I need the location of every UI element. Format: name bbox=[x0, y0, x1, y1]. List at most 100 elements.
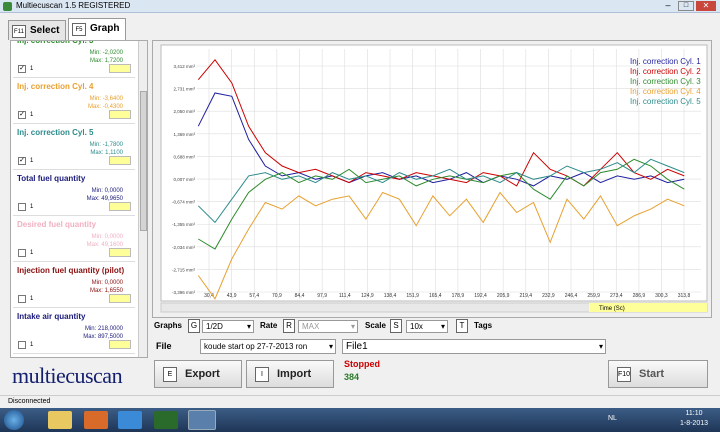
button[interactable]: I Import bbox=[246, 360, 334, 388]
scroll-thumb[interactable] bbox=[140, 91, 147, 231]
button[interactable]: E Export bbox=[154, 360, 242, 388]
parameter-value: 1 bbox=[30, 204, 34, 210]
checkbox[interactable] bbox=[18, 249, 26, 257]
checkbox[interactable] bbox=[18, 295, 26, 303]
y-tick-label: -3,396 mm³ bbox=[172, 290, 196, 295]
taskbar-explorer[interactable] bbox=[48, 411, 72, 429]
checkbox[interactable] bbox=[18, 341, 26, 349]
button-label: Start bbox=[639, 368, 665, 380]
x-tick-label: 84,4 bbox=[295, 293, 305, 299]
taskbar-multiecuscan[interactable] bbox=[188, 410, 216, 430]
x-tick-label: 300,3 bbox=[655, 293, 668, 299]
button-key: E bbox=[163, 367, 177, 382]
data-line bbox=[197, 191, 685, 300]
axis-label-box bbox=[589, 303, 707, 312]
start-orb[interactable] bbox=[4, 410, 24, 430]
rate-dropdown[interactable]: MAX bbox=[298, 320, 358, 333]
parameter-name: Inj. correction Cyl. 3 bbox=[17, 40, 94, 45]
connection-status: Disconnected bbox=[8, 398, 51, 405]
close-button[interactable]: ✕ bbox=[696, 1, 716, 11]
rate-key[interactable]: R bbox=[283, 319, 295, 333]
graphs-key[interactable]: G bbox=[188, 319, 200, 333]
checkbox[interactable]: ✓ bbox=[18, 157, 26, 165]
x-tick-label: 43,9 bbox=[227, 293, 237, 299]
y-tick-label: 0,688 mm³ bbox=[173, 154, 195, 159]
legend-entry: Inj. correction Cyl. 1 bbox=[630, 57, 701, 66]
scale-label: Scale bbox=[365, 321, 386, 330]
plot-background bbox=[160, 44, 708, 302]
x-tick-label: 97,9 bbox=[317, 293, 327, 299]
parameter-min: Min: 0,0000 bbox=[91, 188, 123, 194]
parameter-max: Max: 1,1100 bbox=[90, 150, 123, 156]
legend-entry: Inj. correction Cyl. 4 bbox=[630, 87, 701, 96]
parameter-min: Min: -1,7800 bbox=[89, 142, 123, 148]
scale-key[interactable]: S bbox=[390, 319, 402, 333]
scrollbar[interactable] bbox=[138, 41, 147, 357]
x-tick-label: 286,9 bbox=[633, 293, 646, 299]
app-icon bbox=[3, 2, 12, 11]
sample-count: 384 bbox=[344, 372, 360, 382]
clock-date[interactable]: 1-8-2013 bbox=[679, 420, 709, 427]
graphs-dropdown[interactable]: 1/2D bbox=[202, 320, 254, 333]
tab-key: F5 bbox=[72, 23, 86, 36]
taskbar-app[interactable] bbox=[154, 411, 178, 429]
y-tick-label: 1,369 mm³ bbox=[173, 132, 195, 137]
separator bbox=[13, 215, 135, 216]
parameter-max: Max: 897,5000 bbox=[83, 334, 123, 340]
tags-key[interactable]: T bbox=[456, 319, 468, 333]
color-dropdown[interactable] bbox=[109, 110, 131, 119]
x-tick-label: 178,9 bbox=[452, 293, 465, 299]
color-dropdown[interactable] bbox=[109, 294, 131, 303]
button[interactable]: F10 Start bbox=[608, 360, 708, 388]
color-dropdown[interactable] bbox=[109, 340, 131, 349]
color-dropdown[interactable] bbox=[109, 202, 131, 211]
clock-time[interactable]: 11:10 bbox=[685, 410, 703, 417]
x-tick-label: 165,4 bbox=[429, 293, 442, 299]
tab-label: Graph bbox=[90, 23, 120, 34]
parameter-list: Inj. correction Cyl. 3 Min: -2,0200 Max: 1… bbox=[10, 40, 148, 358]
parameter-value: 1 bbox=[30, 66, 34, 72]
run-status: Stopped bbox=[344, 359, 380, 369]
parameter-value: 1 bbox=[30, 158, 34, 164]
x-tick-label: 246,4 bbox=[565, 293, 578, 299]
language[interactable]: NL bbox=[608, 415, 617, 422]
separator bbox=[13, 261, 135, 262]
parameter-min: Min: 218,0000 bbox=[84, 326, 123, 332]
taskbar-browser[interactable] bbox=[118, 411, 142, 429]
y-tick-label: 2,731 mm³ bbox=[173, 87, 195, 92]
status-bar: Disconnected bbox=[0, 395, 720, 408]
checkbox[interactable]: ✓ bbox=[18, 111, 26, 119]
separator bbox=[13, 353, 135, 354]
separator bbox=[13, 169, 135, 170]
graph: 3,412 mm³ 2,731 mm³ 2,050 mm³ 1,369 mm³ 0,68… bbox=[160, 44, 708, 313]
scale-dropdown[interactable]: 10x bbox=[406, 320, 448, 333]
x-tick-label: 313,8 bbox=[678, 293, 691, 299]
checkbox[interactable] bbox=[18, 203, 26, 211]
title-bar: Multiecuscan 1.5 REGISTERED – □ ✕ bbox=[0, 0, 720, 13]
graph-panel: 3,412 mm³ 2,731 mm³ 2,050 mm³ 1,369 mm³ 0,68… bbox=[152, 40, 712, 318]
legend-entry: Inj. correction Cyl. 5 bbox=[630, 97, 701, 106]
y-tick-label: -2,715 mm³ bbox=[172, 267, 196, 272]
tab-label: Select bbox=[30, 25, 60, 36]
color-dropdown[interactable] bbox=[109, 156, 131, 165]
color-dropdown[interactable] bbox=[109, 248, 131, 257]
tab[interactable]: F5 Graph bbox=[68, 18, 126, 40]
parameter-value: 1 bbox=[30, 296, 34, 302]
y-tick-label: -1,355 mm³ bbox=[172, 222, 196, 227]
graphs-label: Graphs bbox=[154, 321, 183, 330]
checkbox[interactable]: ✓ bbox=[18, 65, 26, 73]
taskbar-media[interactable] bbox=[84, 411, 108, 429]
parameter-value: 1 bbox=[30, 342, 34, 348]
legend-entry: Inj. correction Cyl. 2 bbox=[630, 67, 701, 76]
minimize-button[interactable]: – bbox=[665, 0, 671, 10]
parameter-min: Min: -2,0200 bbox=[89, 50, 123, 56]
color-dropdown[interactable] bbox=[109, 64, 131, 73]
maximize-button[interactable]: □ bbox=[678, 1, 694, 11]
file-dropdown[interactable]: koude start op 27-7-2013 ron bbox=[200, 339, 336, 354]
file-name-input[interactable]: File1 bbox=[342, 339, 606, 354]
parameter-name: Desired fuel quantity bbox=[17, 220, 97, 229]
y-tick-label: 2,050 mm³ bbox=[173, 109, 195, 114]
tab[interactable]: F11 Select bbox=[8, 20, 66, 40]
button-key: F10 bbox=[617, 367, 631, 382]
